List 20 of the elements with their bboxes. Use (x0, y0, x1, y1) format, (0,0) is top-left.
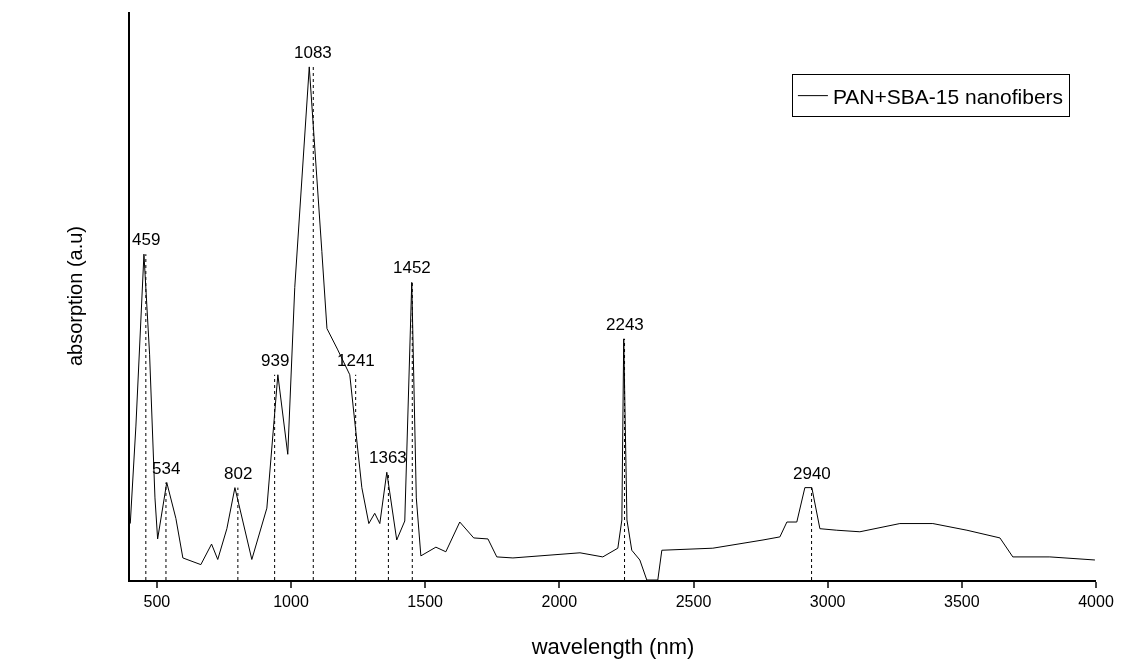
x-axis-title: wavelength (nm) (530, 634, 695, 659)
x-tick-label: 500 (143, 593, 171, 611)
ref-line-label: 2243 (606, 315, 644, 334)
y-axis-title: absorption (a.u) (64, 225, 86, 367)
ref-line-label: 1363 (369, 448, 407, 467)
x-tick-label: 3000 (809, 593, 846, 611)
ref-line-label: 2940 (793, 464, 831, 483)
x-tick-label: 3500 (944, 593, 980, 611)
x-tick-label: 1500 (407, 593, 444, 611)
legend-label: PAN+SBA-15 nanofibers (832, 84, 1064, 108)
ref-line-label: 1083 (294, 43, 332, 62)
x-tick-label: 1000 (273, 593, 309, 611)
ref-line-label: 802 (224, 464, 253, 483)
x-tick-label: 2000 (541, 593, 578, 611)
ref-line-label: 459 (132, 230, 161, 249)
x-tick-label: 2500 (675, 593, 712, 611)
ref-line-label: 534 (152, 459, 181, 478)
ref-line-label: 939 (261, 351, 290, 370)
x-tick-label: 4000 (1078, 593, 1114, 611)
ref-line-label: 1452 (393, 258, 431, 277)
